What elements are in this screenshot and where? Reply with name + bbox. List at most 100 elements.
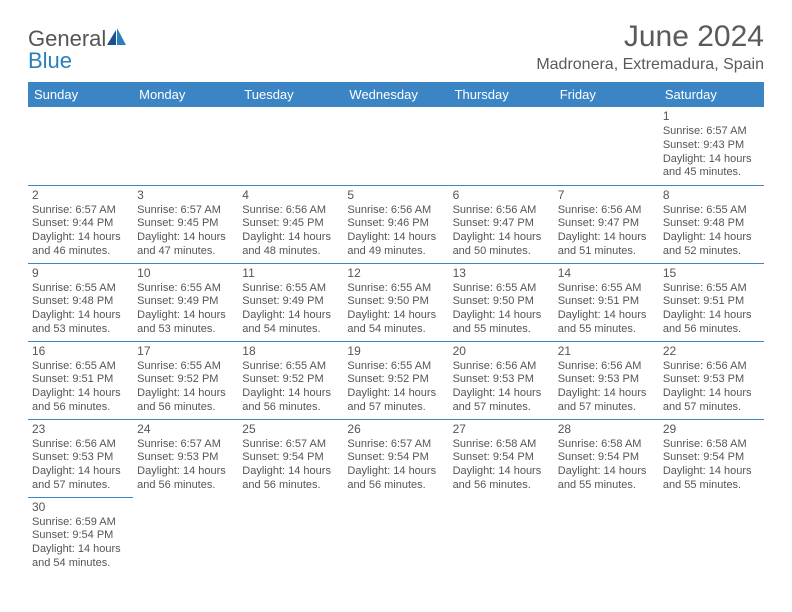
daylight-text: Daylight: 14 hours and 56 minutes. — [242, 387, 339, 415]
daylight-text: Daylight: 14 hours and 47 minutes. — [137, 231, 234, 259]
calendar-cell: 2Sunrise: 6:57 AMSunset: 9:44 PMDaylight… — [28, 185, 133, 263]
daylight-text: Daylight: 14 hours and 56 minutes. — [32, 387, 129, 415]
daylight-text: Daylight: 14 hours and 49 minutes. — [347, 231, 444, 259]
sunset-text: Sunset: 9:45 PM — [137, 217, 234, 231]
daylight-text: Daylight: 14 hours and 54 minutes. — [347, 309, 444, 337]
sunset-text: Sunset: 9:54 PM — [558, 451, 655, 465]
sunrise-text: Sunrise: 6:57 AM — [347, 438, 444, 452]
sunset-text: Sunset: 9:53 PM — [32, 451, 129, 465]
calendar-cell — [343, 107, 448, 185]
sunrise-text: Sunrise: 6:55 AM — [663, 204, 760, 218]
sunset-text: Sunset: 9:54 PM — [663, 451, 760, 465]
day-number: 6 — [453, 188, 550, 203]
sunset-text: Sunset: 9:51 PM — [558, 295, 655, 309]
day-number: 20 — [453, 344, 550, 359]
sunset-text: Sunset: 9:53 PM — [453, 373, 550, 387]
calendar-cell: 15Sunrise: 6:55 AMSunset: 9:51 PMDayligh… — [659, 263, 764, 341]
day-number: 27 — [453, 422, 550, 437]
calendar-cell: 29Sunrise: 6:58 AMSunset: 9:54 PMDayligh… — [659, 419, 764, 497]
day-header: Monday — [133, 82, 238, 107]
daylight-text: Daylight: 14 hours and 57 minutes. — [453, 387, 550, 415]
sunset-text: Sunset: 9:54 PM — [453, 451, 550, 465]
calendar-cell: 4Sunrise: 6:56 AMSunset: 9:45 PMDaylight… — [238, 185, 343, 263]
daylight-text: Daylight: 14 hours and 54 minutes. — [242, 309, 339, 337]
day-number: 9 — [32, 266, 129, 281]
daylight-text: Daylight: 14 hours and 50 minutes. — [453, 231, 550, 259]
calendar-cell: 14Sunrise: 6:55 AMSunset: 9:51 PMDayligh… — [554, 263, 659, 341]
calendar-cell — [133, 497, 238, 575]
day-number: 2 — [32, 188, 129, 203]
header: GeneralBlue June 2024 Madronera, Extrema… — [28, 20, 764, 74]
sunset-text: Sunset: 9:50 PM — [347, 295, 444, 309]
calendar-cell: 9Sunrise: 6:55 AMSunset: 9:48 PMDaylight… — [28, 263, 133, 341]
daylight-text: Daylight: 14 hours and 57 minutes. — [347, 387, 444, 415]
calendar-cell: 7Sunrise: 6:56 AMSunset: 9:47 PMDaylight… — [554, 185, 659, 263]
day-number: 24 — [137, 422, 234, 437]
sunrise-text: Sunrise: 6:58 AM — [663, 438, 760, 452]
calendar-cell — [449, 497, 554, 575]
day-header: Thursday — [449, 82, 554, 107]
calendar-cell — [554, 107, 659, 185]
sunrise-text: Sunrise: 6:56 AM — [32, 438, 129, 452]
daylight-text: Daylight: 14 hours and 55 minutes. — [663, 465, 760, 493]
day-number: 28 — [558, 422, 655, 437]
daylight-text: Daylight: 14 hours and 55 minutes. — [558, 465, 655, 493]
sunrise-text: Sunrise: 6:56 AM — [558, 204, 655, 218]
sunrise-text: Sunrise: 6:57 AM — [137, 204, 234, 218]
day-number: 8 — [663, 188, 760, 203]
daylight-text: Daylight: 14 hours and 56 minutes. — [242, 465, 339, 493]
sunrise-text: Sunrise: 6:56 AM — [558, 360, 655, 374]
sail-icon — [107, 28, 127, 50]
sunset-text: Sunset: 9:53 PM — [663, 373, 760, 387]
sunset-text: Sunset: 9:45 PM — [242, 217, 339, 231]
calendar-cell: 13Sunrise: 6:55 AMSunset: 9:50 PMDayligh… — [449, 263, 554, 341]
calendar-row: 23Sunrise: 6:56 AMSunset: 9:53 PMDayligh… — [28, 419, 764, 497]
day-header: Wednesday — [343, 82, 448, 107]
sunrise-text: Sunrise: 6:59 AM — [32, 516, 129, 530]
day-number: 30 — [32, 500, 129, 515]
daylight-text: Daylight: 14 hours and 56 minutes. — [453, 465, 550, 493]
day-number: 16 — [32, 344, 129, 359]
day-number: 4 — [242, 188, 339, 203]
sunrise-text: Sunrise: 6:56 AM — [663, 360, 760, 374]
calendar-cell — [133, 107, 238, 185]
day-number: 25 — [242, 422, 339, 437]
calendar-cell: 8Sunrise: 6:55 AMSunset: 9:48 PMDaylight… — [659, 185, 764, 263]
sunset-text: Sunset: 9:46 PM — [347, 217, 444, 231]
sunrise-text: Sunrise: 6:57 AM — [663, 125, 760, 139]
day-header: Friday — [554, 82, 659, 107]
calendar-row: 30Sunrise: 6:59 AMSunset: 9:54 PMDayligh… — [28, 497, 764, 575]
calendar-cell: 18Sunrise: 6:55 AMSunset: 9:52 PMDayligh… — [238, 341, 343, 419]
day-number: 12 — [347, 266, 444, 281]
calendar-table: SundayMondayTuesdayWednesdayThursdayFrid… — [28, 82, 764, 575]
daylight-text: Daylight: 14 hours and 48 minutes. — [242, 231, 339, 259]
calendar-cell: 11Sunrise: 6:55 AMSunset: 9:49 PMDayligh… — [238, 263, 343, 341]
calendar-row: 1Sunrise: 6:57 AMSunset: 9:43 PMDaylight… — [28, 107, 764, 185]
sunset-text: Sunset: 9:48 PM — [32, 295, 129, 309]
day-number: 5 — [347, 188, 444, 203]
sunrise-text: Sunrise: 6:55 AM — [137, 360, 234, 374]
sunrise-text: Sunrise: 6:57 AM — [32, 204, 129, 218]
sunset-text: Sunset: 9:51 PM — [663, 295, 760, 309]
sunset-text: Sunset: 9:47 PM — [558, 217, 655, 231]
sunrise-text: Sunrise: 6:57 AM — [242, 438, 339, 452]
calendar-cell: 25Sunrise: 6:57 AMSunset: 9:54 PMDayligh… — [238, 419, 343, 497]
brand-logo: GeneralBlue — [28, 28, 127, 72]
calendar-cell — [343, 497, 448, 575]
day-number: 17 — [137, 344, 234, 359]
calendar-cell — [28, 107, 133, 185]
calendar-cell: 1Sunrise: 6:57 AMSunset: 9:43 PMDaylight… — [659, 107, 764, 185]
calendar-cell: 5Sunrise: 6:56 AMSunset: 9:46 PMDaylight… — [343, 185, 448, 263]
day-number: 26 — [347, 422, 444, 437]
sunset-text: Sunset: 9:54 PM — [32, 529, 129, 543]
daylight-text: Daylight: 14 hours and 53 minutes. — [32, 309, 129, 337]
sunrise-text: Sunrise: 6:58 AM — [558, 438, 655, 452]
day-number: 19 — [347, 344, 444, 359]
calendar-row: 9Sunrise: 6:55 AMSunset: 9:48 PMDaylight… — [28, 263, 764, 341]
sunset-text: Sunset: 9:53 PM — [137, 451, 234, 465]
sunrise-text: Sunrise: 6:55 AM — [32, 282, 129, 296]
day-number: 21 — [558, 344, 655, 359]
sunrise-text: Sunrise: 6:56 AM — [453, 204, 550, 218]
daylight-text: Daylight: 14 hours and 54 minutes. — [32, 543, 129, 571]
calendar-cell: 17Sunrise: 6:55 AMSunset: 9:52 PMDayligh… — [133, 341, 238, 419]
